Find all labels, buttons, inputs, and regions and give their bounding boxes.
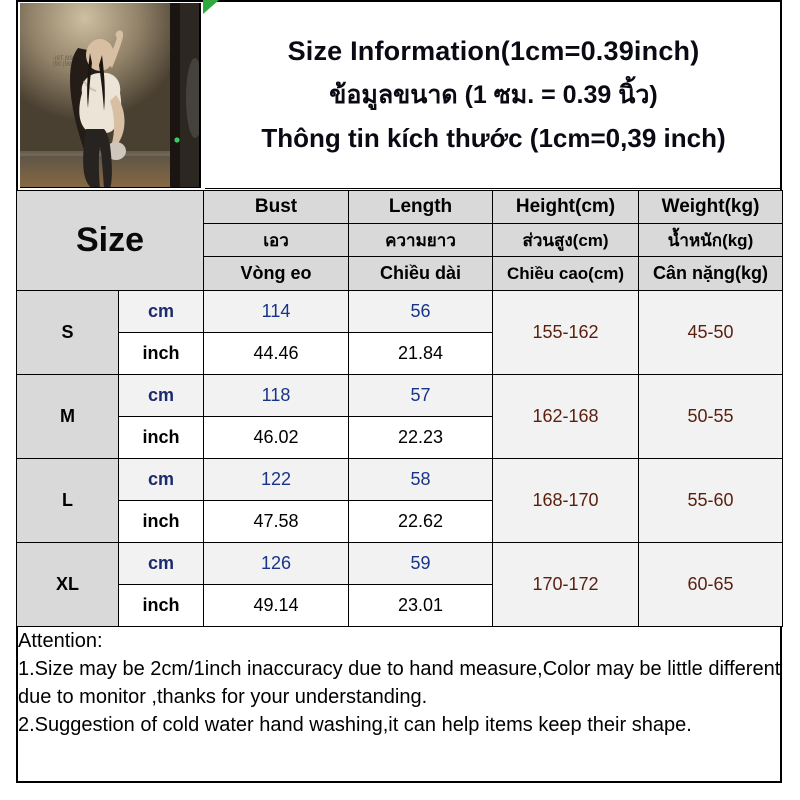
svg-text:|90.|99|: |90.|99|	[53, 62, 73, 68]
